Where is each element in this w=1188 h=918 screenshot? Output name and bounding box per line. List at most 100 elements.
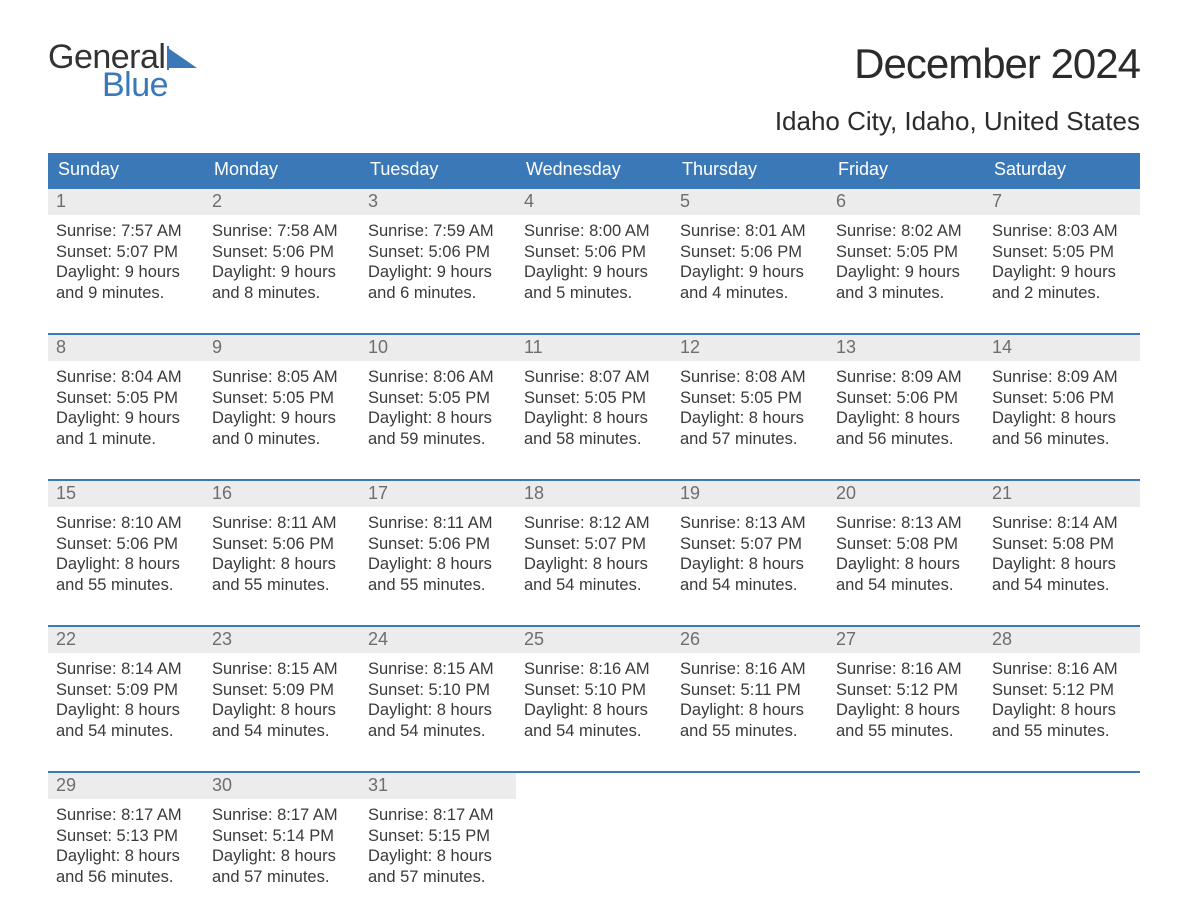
col-wednesday: Wednesday — [516, 153, 672, 187]
day-cell — [828, 799, 984, 899]
daylight-line-1: Daylight: 8 hours — [524, 408, 664, 429]
day-cell: Sunrise: 8:16 AMSunset: 5:12 PMDaylight:… — [828, 653, 984, 753]
daylight-line-2: and 54 minutes. — [368, 721, 508, 742]
sunset-line: Sunset: 5:06 PM — [212, 534, 352, 555]
sunrise-line: Sunrise: 8:08 AM — [680, 367, 820, 388]
day-number: 20 — [828, 481, 984, 507]
sunset-line: Sunset: 5:06 PM — [524, 242, 664, 263]
daylight-line-1: Daylight: 8 hours — [212, 846, 352, 867]
daylight-line-2: and 56 minutes. — [56, 867, 196, 888]
daylight-line-1: Daylight: 8 hours — [992, 408, 1132, 429]
day-cell — [672, 799, 828, 899]
day-cell: Sunrise: 8:01 AMSunset: 5:06 PMDaylight:… — [672, 215, 828, 315]
sunset-line: Sunset: 5:06 PM — [368, 534, 508, 555]
daylight-line-2: and 59 minutes. — [368, 429, 508, 450]
daylight-line-2: and 58 minutes. — [524, 429, 664, 450]
day-number — [828, 773, 984, 799]
daylight-line-2: and 54 minutes. — [992, 575, 1132, 596]
sunrise-line: Sunrise: 8:02 AM — [836, 221, 976, 242]
sunrise-line: Sunrise: 7:58 AM — [212, 221, 352, 242]
sunrise-line: Sunrise: 8:17 AM — [212, 805, 352, 826]
sunrise-line: Sunrise: 8:12 AM — [524, 513, 664, 534]
day-number: 22 — [48, 627, 204, 653]
calendar-week: 22232425262728Sunrise: 8:14 AMSunset: 5:… — [48, 625, 1140, 753]
sunset-line: Sunset: 5:10 PM — [368, 680, 508, 701]
day-cell: Sunrise: 8:16 AMSunset: 5:10 PMDaylight:… — [516, 653, 672, 753]
day-number: 15 — [48, 481, 204, 507]
daylight-line-1: Daylight: 8 hours — [836, 554, 976, 575]
daylight-line-2: and 54 minutes. — [212, 721, 352, 742]
col-friday: Friday — [828, 153, 984, 187]
daylight-line-1: Daylight: 8 hours — [368, 554, 508, 575]
daylight-line-1: Daylight: 9 hours — [836, 262, 976, 283]
col-monday: Monday — [204, 153, 360, 187]
col-thursday: Thursday — [672, 153, 828, 187]
sunset-line: Sunset: 5:13 PM — [56, 826, 196, 847]
daylight-line-1: Daylight: 9 hours — [368, 262, 508, 283]
sunset-line: Sunset: 5:14 PM — [212, 826, 352, 847]
daylight-line-1: Daylight: 8 hours — [56, 700, 196, 721]
daylight-line-1: Daylight: 8 hours — [680, 554, 820, 575]
sunrise-line: Sunrise: 8:09 AM — [836, 367, 976, 388]
calendar-body: 1234567Sunrise: 7:57 AMSunset: 5:07 PMDa… — [48, 187, 1140, 899]
sunrise-line: Sunrise: 8:03 AM — [992, 221, 1132, 242]
day-number: 28 — [984, 627, 1140, 653]
day-cell: Sunrise: 8:09 AMSunset: 5:06 PMDaylight:… — [828, 361, 984, 461]
daylight-line-1: Daylight: 8 hours — [992, 700, 1132, 721]
daylight-line-2: and 3 minutes. — [836, 283, 976, 304]
brand-name-part2: Blue — [102, 68, 201, 102]
daylight-line-2: and 55 minutes. — [680, 721, 820, 742]
day-number: 18 — [516, 481, 672, 507]
day-cell: Sunrise: 8:02 AMSunset: 5:05 PMDaylight:… — [828, 215, 984, 315]
daylight-line-1: Daylight: 9 hours — [992, 262, 1132, 283]
day-number: 26 — [672, 627, 828, 653]
location-subtitle: Idaho City, Idaho, United States — [775, 106, 1140, 137]
sunrise-line: Sunrise: 8:16 AM — [836, 659, 976, 680]
day-number: 11 — [516, 335, 672, 361]
day-cell: Sunrise: 8:11 AMSunset: 5:06 PMDaylight:… — [204, 507, 360, 607]
sunrise-line: Sunrise: 8:01 AM — [680, 221, 820, 242]
day-number: 14 — [984, 335, 1140, 361]
daylight-line-2: and 9 minutes. — [56, 283, 196, 304]
sunset-line: Sunset: 5:05 PM — [680, 388, 820, 409]
daylight-line-2: and 57 minutes. — [368, 867, 508, 888]
daylight-line-1: Daylight: 9 hours — [212, 408, 352, 429]
sunrise-line: Sunrise: 8:09 AM — [992, 367, 1132, 388]
sunrise-line: Sunrise: 8:06 AM — [368, 367, 508, 388]
daylight-line-1: Daylight: 9 hours — [212, 262, 352, 283]
day-number: 1 — [48, 189, 204, 215]
calendar: Sunday Monday Tuesday Wednesday Thursday… — [48, 153, 1140, 899]
day-cell: Sunrise: 8:06 AMSunset: 5:05 PMDaylight:… — [360, 361, 516, 461]
sunrise-line: Sunrise: 8:04 AM — [56, 367, 196, 388]
daylight-line-1: Daylight: 8 hours — [56, 846, 196, 867]
daylight-line-1: Daylight: 8 hours — [836, 408, 976, 429]
daylight-line-2: and 1 minute. — [56, 429, 196, 450]
day-number: 30 — [204, 773, 360, 799]
daylight-line-2: and 2 minutes. — [992, 283, 1132, 304]
day-number: 6 — [828, 189, 984, 215]
daylight-line-1: Daylight: 8 hours — [524, 700, 664, 721]
daylight-line-2: and 54 minutes. — [524, 575, 664, 596]
col-saturday: Saturday — [984, 153, 1140, 187]
day-cell: Sunrise: 8:15 AMSunset: 5:10 PMDaylight:… — [360, 653, 516, 753]
sunrise-line: Sunrise: 8:15 AM — [368, 659, 508, 680]
sunrise-line: Sunrise: 8:10 AM — [56, 513, 196, 534]
sunset-line: Sunset: 5:05 PM — [992, 242, 1132, 263]
sunrise-line: Sunrise: 8:15 AM — [212, 659, 352, 680]
sunset-line: Sunset: 5:11 PM — [680, 680, 820, 701]
day-cell: Sunrise: 8:00 AMSunset: 5:06 PMDaylight:… — [516, 215, 672, 315]
daylight-line-1: Daylight: 9 hours — [56, 262, 196, 283]
day-cell: Sunrise: 7:57 AMSunset: 5:07 PMDaylight:… — [48, 215, 204, 315]
daylight-line-1: Daylight: 8 hours — [212, 554, 352, 575]
sunrise-line: Sunrise: 8:11 AM — [212, 513, 352, 534]
day-number: 9 — [204, 335, 360, 361]
day-cell: Sunrise: 8:14 AMSunset: 5:08 PMDaylight:… — [984, 507, 1140, 607]
day-cell — [984, 799, 1140, 899]
day-number — [516, 773, 672, 799]
daylight-line-1: Daylight: 9 hours — [56, 408, 196, 429]
sunrise-line: Sunrise: 8:16 AM — [524, 659, 664, 680]
day-cell: Sunrise: 8:17 AMSunset: 5:15 PMDaylight:… — [360, 799, 516, 899]
day-cell: Sunrise: 8:07 AMSunset: 5:05 PMDaylight:… — [516, 361, 672, 461]
sunset-line: Sunset: 5:08 PM — [992, 534, 1132, 555]
day-cell: Sunrise: 7:58 AMSunset: 5:06 PMDaylight:… — [204, 215, 360, 315]
